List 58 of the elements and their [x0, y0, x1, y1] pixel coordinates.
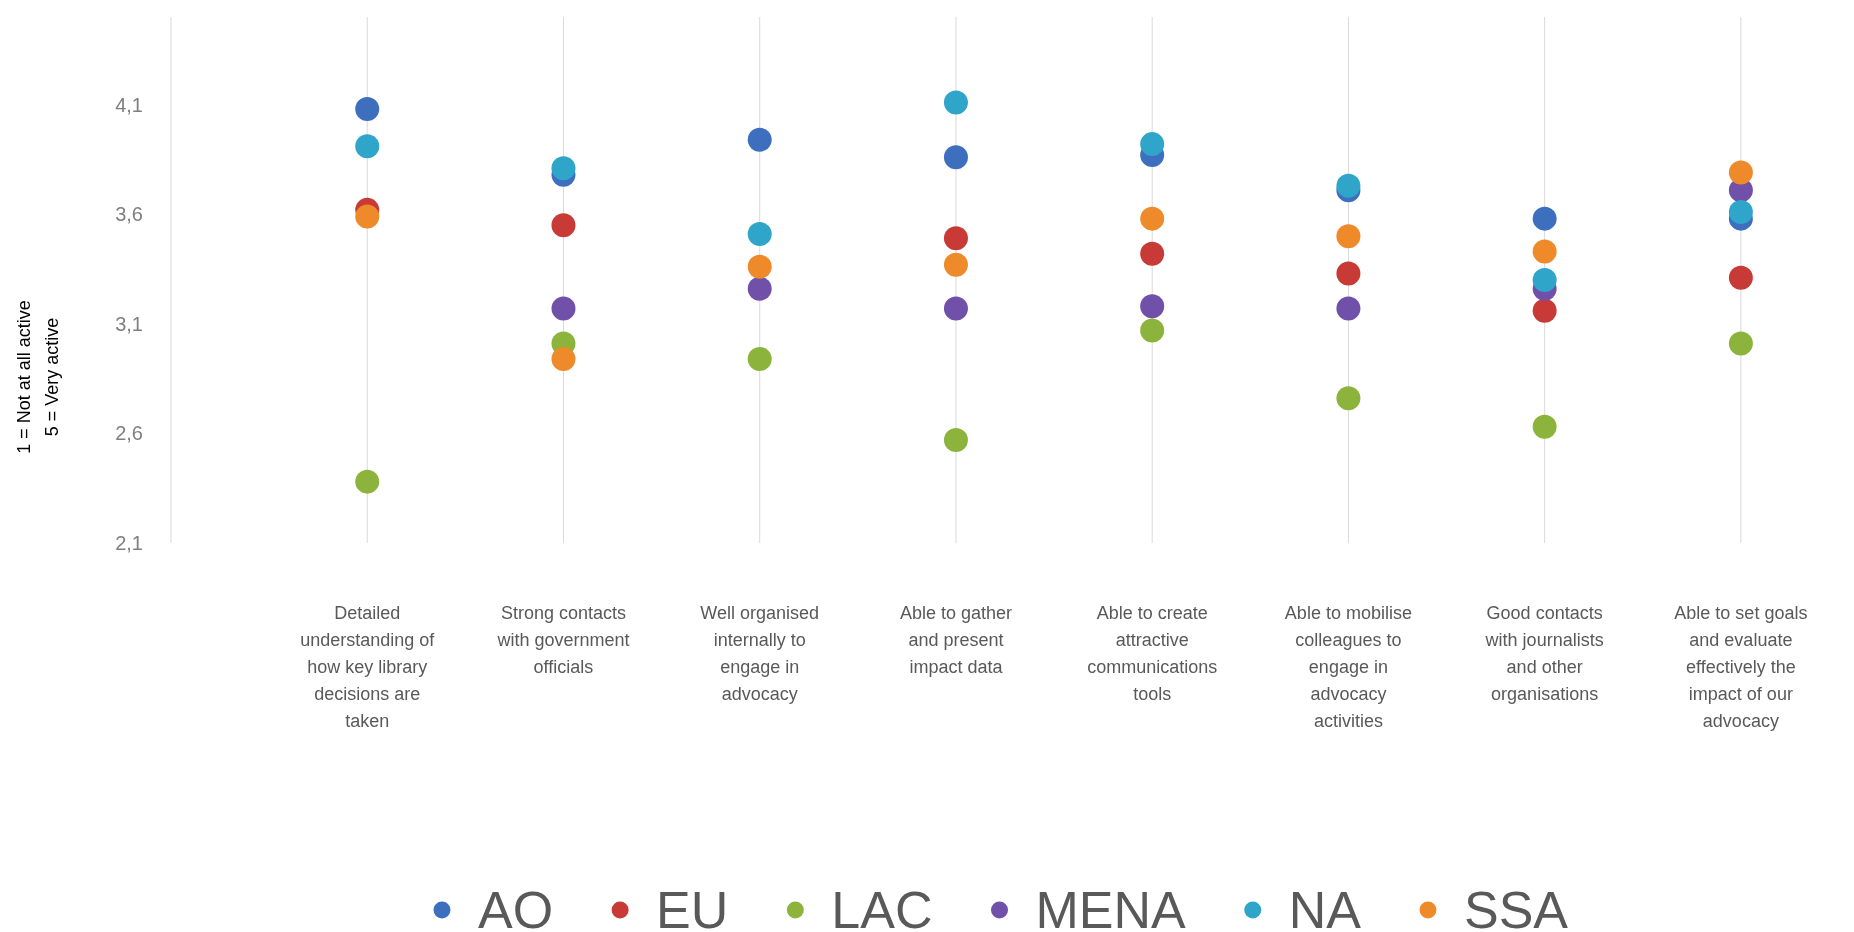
point — [355, 97, 380, 122]
point — [747, 127, 772, 152]
point — [551, 296, 576, 321]
point — [1532, 268, 1557, 292]
point — [747, 221, 772, 246]
point — [1140, 206, 1165, 231]
point — [943, 226, 968, 251]
legend-label: AO — [477, 881, 554, 932]
point — [1728, 200, 1753, 225]
point — [943, 296, 968, 321]
x-tick-label: Well organised internally to engage in advocacy — [700, 603, 820, 704]
point — [1336, 261, 1361, 286]
legend-label: MENA — [1035, 881, 1187, 932]
point — [1140, 318, 1165, 343]
point — [1336, 224, 1361, 249]
y-axis-title: 1 = Not at all active 5 = Very active — [14, 300, 63, 454]
legend-label: NA — [1288, 881, 1362, 932]
point — [747, 346, 772, 371]
x-tick-label: Able to set goals and evaluate effectively the impact of our advocacy — [1674, 603, 1808, 731]
y-tick-label: 2,1 — [115, 532, 143, 554]
legend-label: EU — [656, 881, 729, 932]
point — [551, 156, 576, 181]
point — [1532, 414, 1557, 439]
y-tick-label: 4,1 — [115, 93, 143, 116]
x-tick-label: Detailed understanding of how key library decisions are taken — [300, 603, 436, 731]
point — [355, 204, 380, 229]
x-tick-label: Good contacts with journalists and other organisations — [1484, 603, 1604, 704]
y-tick-label: 3,1 — [115, 312, 143, 335]
x-tick-label: Strong contacts with government officials — [496, 603, 630, 677]
x-tick-label: Able to mobilise colleagues to engage in advocacy activities — [1284, 603, 1412, 731]
legend-label: LAC — [831, 881, 933, 932]
point — [1728, 265, 1753, 290]
point — [747, 276, 772, 301]
point — [943, 252, 968, 277]
point — [943, 145, 968, 170]
point — [1532, 298, 1557, 323]
point — [1532, 239, 1557, 264]
point — [551, 213, 576, 238]
point — [1728, 331, 1753, 356]
point — [1140, 132, 1165, 157]
point — [1140, 241, 1165, 266]
point — [355, 469, 380, 494]
point — [943, 90, 968, 115]
y-tick-label: 2,6 — [115, 422, 143, 445]
point — [1532, 206, 1557, 231]
point — [1336, 296, 1361, 321]
point — [747, 254, 772, 279]
point — [1728, 160, 1753, 185]
legend-label: SSA — [1463, 881, 1569, 932]
point — [943, 427, 968, 452]
point — [1140, 294, 1165, 319]
point — [1336, 173, 1361, 198]
y-tick-label: 3,6 — [115, 203, 143, 226]
x-tick-label: Able to gather and present impact data — [899, 603, 1012, 677]
point — [551, 346, 576, 371]
x-tick-label: Able to create attractive communications tools — [1087, 603, 1218, 704]
point — [355, 134, 380, 159]
point — [1336, 386, 1361, 411]
